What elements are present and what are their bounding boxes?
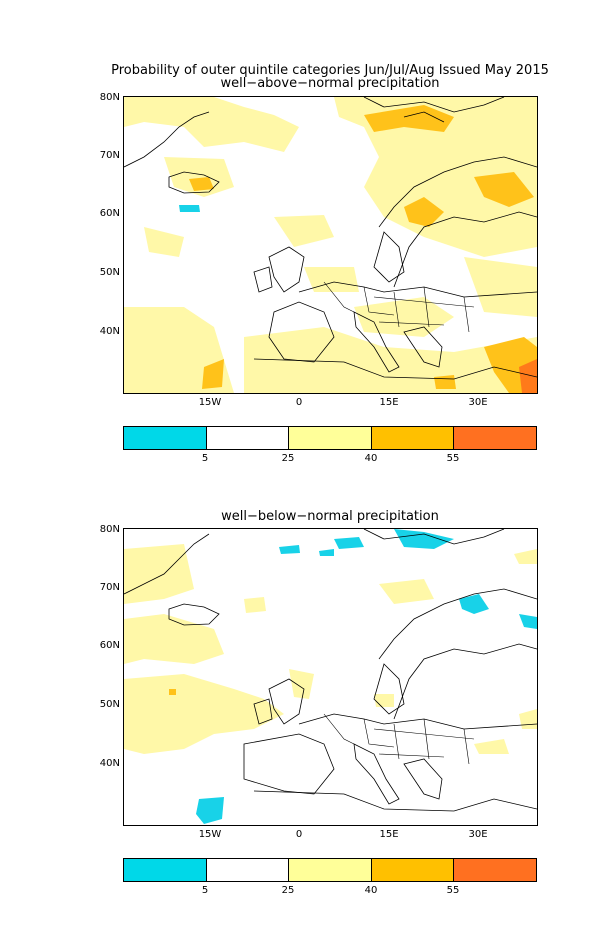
map-above-svg	[124, 97, 537, 393]
lat-label: 60N	[99, 640, 120, 651]
colorbar-label: 40	[364, 885, 378, 896]
figure-title: Probability of outer quintile categories…	[111, 63, 549, 78]
lat-label: 70N	[99, 582, 120, 593]
map-below-svg	[124, 529, 537, 824]
prob-fields-mid	[189, 105, 537, 393]
colorbar-segment	[453, 427, 536, 449]
prob-fields-low	[196, 529, 537, 824]
colorbar-segment	[453, 859, 536, 881]
lon-label: 15E	[379, 829, 399, 840]
borders	[323, 281, 475, 333]
prob-fields-high	[519, 359, 537, 393]
lat-label: 50N	[99, 267, 120, 278]
prob-fields-pale	[124, 544, 537, 754]
lon-label: 30E	[468, 829, 488, 840]
coastlines	[124, 97, 537, 380]
colorbar-segment	[370, 427, 454, 449]
lat-label: 50N	[99, 699, 120, 710]
lat-label: 40N	[99, 758, 120, 769]
colorbar-segment	[124, 427, 206, 449]
colorbar-label: 25	[281, 453, 295, 464]
lat-label: 40N	[99, 326, 120, 337]
lat-label: 70N	[99, 150, 120, 161]
lat-label: 60N	[99, 208, 120, 219]
colorbar-label: 55	[446, 453, 460, 464]
lon-label: 30E	[468, 397, 488, 408]
prob-fields-low	[179, 205, 200, 212]
colorbar-label: 25	[281, 885, 295, 896]
colorbar-segment	[288, 859, 371, 881]
prob-fields-mid	[169, 689, 176, 695]
lat-label: 80N	[99, 92, 120, 103]
lon-label: 15W	[198, 397, 222, 408]
lon-label: 0	[295, 397, 303, 408]
colorbar-label: 40	[364, 453, 378, 464]
colorbar-label: 55	[446, 885, 460, 896]
colorbar-segment	[370, 859, 454, 881]
colorbar-segment	[205, 427, 289, 449]
lon-label: 0	[295, 829, 303, 840]
colorbar-segment	[205, 859, 289, 881]
lon-label: 15W	[198, 829, 222, 840]
colorbar-label: 5	[201, 885, 209, 896]
colorbar-label: 5	[201, 453, 209, 464]
map-panel-below	[123, 528, 538, 826]
panel-subtitle-above: well−above−normal precipitation	[220, 76, 440, 91]
lon-label: 15E	[379, 397, 399, 408]
borders	[323, 713, 475, 765]
colorbar-above	[123, 426, 537, 450]
colorbar-below	[123, 858, 537, 882]
panel-subtitle-below: well−below−normal precipitation	[221, 509, 439, 524]
prob-fields-pale	[124, 97, 537, 393]
map-panel-above	[123, 96, 538, 394]
lat-label: 80N	[99, 524, 120, 535]
colorbar-segment	[288, 427, 371, 449]
colorbar-segment	[124, 859, 206, 881]
